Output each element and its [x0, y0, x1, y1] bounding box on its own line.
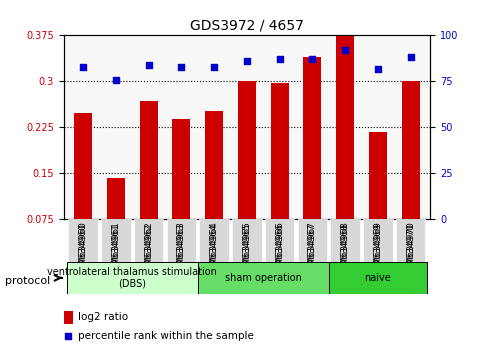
- Bar: [401, 81, 419, 266]
- Point: [243, 58, 250, 64]
- Text: naive: naive: [364, 273, 390, 283]
- FancyBboxPatch shape: [67, 262, 198, 294]
- Text: GSM634963: GSM634963: [177, 223, 185, 278]
- Text: GSM634961: GSM634961: [111, 222, 120, 276]
- Point: [406, 55, 414, 60]
- Text: GSM634962: GSM634962: [144, 223, 153, 278]
- Point: [373, 66, 381, 72]
- FancyBboxPatch shape: [330, 219, 359, 262]
- Point: [341, 47, 348, 53]
- FancyBboxPatch shape: [264, 219, 294, 262]
- Text: GSM634967: GSM634967: [307, 222, 316, 276]
- FancyBboxPatch shape: [134, 219, 163, 262]
- Point: [210, 64, 218, 69]
- Text: GSM634966: GSM634966: [275, 222, 284, 276]
- FancyBboxPatch shape: [199, 219, 228, 262]
- Text: GSM634969: GSM634969: [373, 222, 382, 276]
- Bar: [74, 113, 92, 266]
- Bar: [63, 311, 73, 324]
- Bar: [140, 101, 158, 266]
- FancyBboxPatch shape: [198, 262, 328, 294]
- FancyBboxPatch shape: [232, 219, 261, 262]
- Text: GSM634960: GSM634960: [79, 222, 87, 276]
- Text: GSM634968: GSM634968: [340, 223, 349, 278]
- Text: GSM634964: GSM634964: [209, 222, 218, 276]
- FancyBboxPatch shape: [395, 219, 425, 262]
- Text: ventrolateral thalamus stimulation
(DBS): ventrolateral thalamus stimulation (DBS): [47, 267, 217, 289]
- Text: sham operation: sham operation: [224, 273, 301, 283]
- FancyBboxPatch shape: [166, 219, 196, 262]
- FancyBboxPatch shape: [68, 219, 98, 262]
- Text: GSM634969: GSM634969: [373, 223, 382, 278]
- Bar: [303, 57, 321, 266]
- Point: [283, 226, 290, 232]
- Point: [112, 77, 120, 82]
- Point: [177, 64, 185, 69]
- Bar: [238, 81, 255, 266]
- Bar: [368, 132, 386, 266]
- Text: GSM634967: GSM634967: [307, 223, 316, 278]
- FancyBboxPatch shape: [363, 219, 392, 262]
- Text: GSM634968: GSM634968: [340, 222, 349, 276]
- Text: protocol: protocol: [5, 276, 50, 286]
- Text: GSM634966: GSM634966: [275, 223, 284, 278]
- Text: GSM634961: GSM634961: [111, 223, 120, 278]
- FancyBboxPatch shape: [101, 219, 130, 262]
- Bar: [335, 35, 353, 266]
- Text: GSM634970: GSM634970: [406, 222, 414, 276]
- Text: GSM634965: GSM634965: [242, 223, 251, 278]
- Text: GSM634965: GSM634965: [242, 222, 251, 276]
- Bar: [107, 178, 125, 266]
- Bar: [270, 83, 288, 266]
- Title: GDS3972 / 4657: GDS3972 / 4657: [190, 19, 303, 33]
- FancyBboxPatch shape: [297, 219, 326, 262]
- Point: [144, 62, 152, 68]
- Text: log2 ratio: log2 ratio: [78, 312, 128, 322]
- Text: percentile rank within the sample: percentile rank within the sample: [78, 331, 254, 341]
- Text: GSM634964: GSM634964: [209, 223, 218, 278]
- Text: GSM634960: GSM634960: [79, 223, 87, 278]
- Bar: [205, 111, 223, 266]
- FancyBboxPatch shape: [328, 262, 426, 294]
- Point: [308, 57, 316, 62]
- Bar: [172, 119, 190, 266]
- Text: GSM634963: GSM634963: [177, 222, 185, 276]
- Text: GSM634970: GSM634970: [406, 223, 414, 278]
- Text: GSM634962: GSM634962: [144, 222, 153, 276]
- Point: [79, 64, 87, 69]
- Point: [275, 57, 283, 62]
